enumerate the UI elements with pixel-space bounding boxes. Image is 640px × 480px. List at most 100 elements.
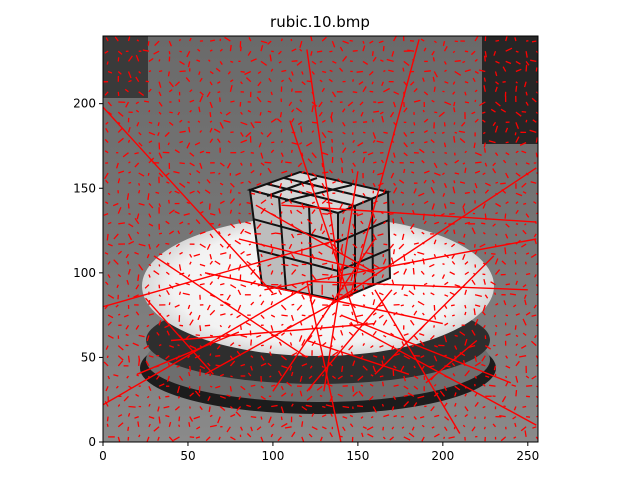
quiver-vector	[481, 111, 486, 114]
quiver-vector	[148, 263, 152, 267]
quiver-vector	[362, 157, 366, 164]
quiver-long-vector	[306, 281, 342, 442]
quiver-vector	[321, 426, 327, 430]
quiver-vector	[433, 71, 438, 78]
quiver-vector	[391, 51, 395, 57]
quiver-vector	[106, 355, 109, 359]
quiver-vector	[240, 363, 246, 367]
quiver-vector	[148, 233, 151, 237]
quiver-vector	[276, 118, 282, 123]
quiver-vector	[454, 334, 458, 337]
quiver-vector	[370, 374, 374, 377]
quiver-vector	[352, 162, 356, 167]
quiver-vector	[176, 386, 181, 394]
quiver-vector	[105, 385, 109, 392]
quiver-vector	[311, 121, 318, 124]
quiver-vector	[328, 169, 333, 174]
quiver-vector	[168, 199, 170, 204]
quiver-vector	[453, 180, 456, 184]
quiver-vector	[299, 375, 303, 382]
quiver-vector	[209, 385, 213, 388]
quiver-vector	[482, 405, 486, 409]
quiver-vector	[443, 314, 447, 318]
quiver-vector	[535, 152, 538, 158]
quiver-vector	[227, 233, 231, 237]
quiver-vector	[306, 190, 313, 194]
quiver-vector	[332, 351, 339, 357]
quiver-vector	[322, 273, 329, 276]
quiver-vector	[434, 111, 438, 114]
quiver-vector	[525, 101, 529, 106]
quiver-vector	[452, 314, 455, 317]
quiver-vector	[392, 249, 396, 255]
quiver-vector	[362, 365, 368, 371]
quiver-vector	[166, 181, 170, 184]
quiver-vector	[168, 190, 172, 194]
quiver-vector	[505, 283, 511, 286]
quiver-vector	[424, 70, 431, 73]
quiver-vector	[403, 107, 408, 113]
y-tick-label: 0	[88, 435, 96, 449]
quiver-vector	[525, 91, 528, 96]
quiver-vector	[490, 108, 496, 113]
quiver-vector	[230, 60, 234, 63]
quiver-vector	[174, 81, 180, 87]
quiver-vector	[403, 152, 408, 157]
quiver-vector	[174, 406, 180, 411]
quiver-vector	[422, 258, 425, 265]
quiver-vector	[464, 81, 469, 84]
quiver-vector	[229, 254, 232, 259]
quiver-vector	[357, 405, 364, 408]
quiver-vector	[299, 142, 303, 145]
quiver-vector	[431, 50, 435, 56]
quiver-vector	[434, 172, 441, 177]
quiver-vector	[413, 242, 419, 245]
quiver-vector	[319, 436, 323, 442]
quiver-vector	[270, 433, 274, 438]
quiver-vector	[291, 109, 295, 113]
quiver-vector	[319, 79, 323, 83]
quiver-vector	[531, 314, 537, 317]
quiver-vector	[501, 395, 507, 403]
quiver-vector	[515, 60, 521, 65]
quiver-vector	[515, 313, 520, 316]
quiver-vector	[382, 258, 387, 265]
quiver-vector	[127, 355, 131, 363]
quiver-vector	[126, 279, 130, 285]
quiver-vector	[423, 130, 428, 133]
quiver-vector	[291, 431, 296, 438]
quiver-vector	[148, 415, 155, 420]
quiver-vector	[474, 152, 482, 157]
quiver-vector	[224, 36, 231, 42]
quiver-vector	[444, 222, 447, 225]
quiver-vector	[433, 355, 438, 362]
quiver-vector	[361, 332, 364, 336]
quiver-vector	[199, 231, 206, 235]
quiver-vector	[230, 436, 236, 441]
quiver-vector	[515, 136, 520, 143]
quiver-vector	[340, 345, 344, 348]
quiver-vector	[376, 140, 384, 144]
quiver-vector	[474, 182, 478, 189]
quiver-vector	[433, 253, 437, 258]
quiver-vector	[158, 396, 161, 400]
quiver-vector	[278, 289, 282, 296]
quiver-vector	[515, 85, 518, 92]
quiver-vector	[158, 203, 162, 208]
quiver-vector	[195, 334, 200, 337]
quiver-vector	[442, 90, 445, 93]
quiver-vector	[521, 110, 527, 113]
quiver-vector	[452, 373, 456, 377]
quiver-vector	[117, 178, 121, 184]
quiver-vector	[186, 201, 190, 205]
quiver-vector	[536, 212, 538, 215]
quiver-vector	[164, 324, 170, 329]
quiver-vector	[534, 335, 537, 339]
quiver-vector	[504, 213, 507, 219]
quiver-vector	[327, 130, 333, 134]
quiver-vector	[288, 101, 293, 107]
quiver-vector	[505, 47, 513, 52]
quiver-vector	[165, 271, 170, 276]
quiver-vector	[362, 86, 367, 93]
quiver-vector	[258, 190, 262, 194]
